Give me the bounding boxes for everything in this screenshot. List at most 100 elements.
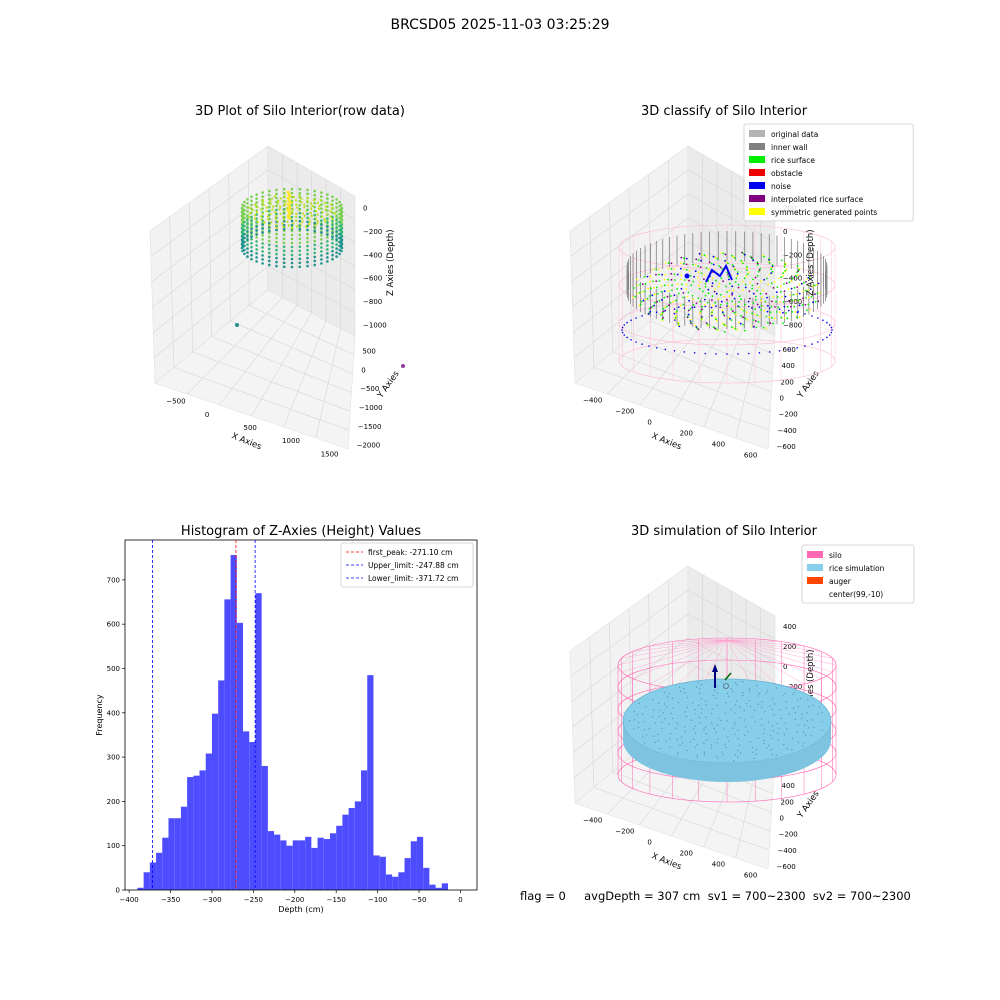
panel2-point bbox=[699, 300, 702, 303]
panel2-point bbox=[673, 312, 676, 315]
panel3-bar bbox=[435, 887, 442, 890]
panel4-rice-point bbox=[762, 733, 764, 735]
panel1-point bbox=[283, 203, 286, 206]
panel3-bar bbox=[373, 855, 380, 890]
panel4-rice-point bbox=[668, 738, 671, 740]
panel2-point bbox=[636, 284, 639, 287]
panel2-point bbox=[771, 300, 773, 303]
panel4-silo-roof bbox=[672, 639, 728, 689]
panel1-point bbox=[329, 210, 332, 213]
panel2-point bbox=[803, 281, 805, 284]
panel2-point bbox=[658, 273, 660, 276]
panel4-rice-point bbox=[742, 694, 744, 697]
panel2-noise-point bbox=[704, 305, 706, 308]
panel2-point bbox=[723, 323, 726, 326]
panel1-point bbox=[290, 203, 294, 207]
panel2-point bbox=[693, 275, 695, 278]
panel3-bar bbox=[243, 731, 250, 890]
panel4-rice-point bbox=[667, 696, 669, 698]
panel4-rice-point bbox=[748, 699, 750, 702]
panel1-point bbox=[313, 263, 317, 267]
panel2-point bbox=[789, 294, 792, 296]
panel2-point bbox=[676, 273, 679, 276]
panel4-rice-point bbox=[797, 724, 799, 727]
panel4-rice-point bbox=[740, 752, 742, 754]
panel3-bar bbox=[423, 867, 430, 890]
panel1-point bbox=[299, 223, 302, 226]
panel2-point bbox=[746, 318, 749, 321]
panel4-rice-point bbox=[657, 733, 659, 736]
panel2-point bbox=[793, 287, 796, 289]
panel2-point bbox=[750, 325, 753, 327]
panel2-point bbox=[744, 317, 747, 320]
panel2-point bbox=[703, 303, 706, 306]
panel4-rice-point bbox=[792, 707, 795, 710]
panel3-xtick: 0 bbox=[458, 896, 462, 904]
panel2-point bbox=[646, 297, 649, 300]
panel2-point bbox=[638, 304, 641, 307]
panel2-point bbox=[787, 288, 790, 291]
panel1-point bbox=[255, 225, 258, 228]
panel4-rice-point bbox=[723, 728, 725, 730]
panel4-rice-point bbox=[699, 722, 701, 724]
panel1-point bbox=[282, 257, 286, 261]
panel1-point bbox=[338, 216, 341, 220]
panel3-bar bbox=[187, 777, 194, 890]
panel2-point bbox=[705, 255, 708, 257]
panel1-point bbox=[298, 233, 302, 237]
panel2-point bbox=[756, 264, 759, 266]
panel1-point bbox=[255, 244, 258, 247]
panel1-point bbox=[295, 225, 299, 228]
panel2-noise-point bbox=[758, 306, 761, 309]
panel2-point bbox=[759, 315, 761, 318]
panel4-rice-point bbox=[785, 701, 788, 703]
panel2-xlabel: X Axies bbox=[650, 431, 683, 452]
panel2-point bbox=[756, 289, 759, 292]
panel4-rice-point bbox=[712, 694, 714, 697]
panel4-xtick: 400 bbox=[712, 861, 725, 869]
panel4-rice-point bbox=[716, 755, 718, 757]
panel2-point bbox=[744, 253, 746, 256]
panel1-point bbox=[282, 249, 286, 253]
panel1-point bbox=[278, 208, 281, 211]
panel2-point bbox=[736, 273, 739, 275]
panel1-point bbox=[331, 237, 334, 241]
panel2-point bbox=[699, 281, 702, 284]
panel2-point bbox=[772, 287, 775, 289]
panel2-point bbox=[728, 278, 730, 281]
panel1-xtick: 500 bbox=[244, 424, 257, 432]
panel3-bar bbox=[379, 856, 386, 890]
panel1-point bbox=[320, 227, 323, 230]
panel2-point bbox=[676, 310, 678, 312]
panel2-noise-point bbox=[822, 339, 824, 341]
panel2-point bbox=[798, 316, 801, 319]
panel2-point bbox=[655, 273, 657, 276]
panel1-point bbox=[306, 188, 309, 192]
panel2-point bbox=[780, 276, 783, 278]
panel1-point bbox=[313, 235, 317, 239]
panel1-point bbox=[246, 206, 249, 209]
panel1-point bbox=[250, 227, 253, 231]
panel2-point bbox=[723, 295, 726, 298]
panel4-rice-point bbox=[665, 706, 667, 708]
panel2-point bbox=[634, 295, 637, 298]
panel2-point bbox=[738, 301, 740, 303]
panel2-noise-point bbox=[635, 317, 637, 319]
panel4-rice-point bbox=[753, 757, 755, 759]
panel4-legend-label: rice simulation bbox=[829, 564, 885, 573]
panel2-point bbox=[722, 280, 724, 283]
panel2-legend-swatch bbox=[749, 169, 765, 176]
panel2-point bbox=[746, 273, 749, 276]
panel4-rice-point bbox=[773, 714, 775, 716]
panel2-point bbox=[724, 324, 727, 327]
panel2-point bbox=[644, 298, 647, 301]
panel1-point bbox=[290, 261, 294, 265]
panel2-point bbox=[758, 269, 761, 272]
panel4-rice-point bbox=[648, 727, 650, 730]
panel2-point bbox=[661, 299, 663, 301]
panel4-rice-point bbox=[767, 721, 770, 723]
panel1-point bbox=[282, 218, 285, 221]
panel2-point bbox=[777, 306, 780, 309]
panel2-point bbox=[746, 267, 748, 270]
